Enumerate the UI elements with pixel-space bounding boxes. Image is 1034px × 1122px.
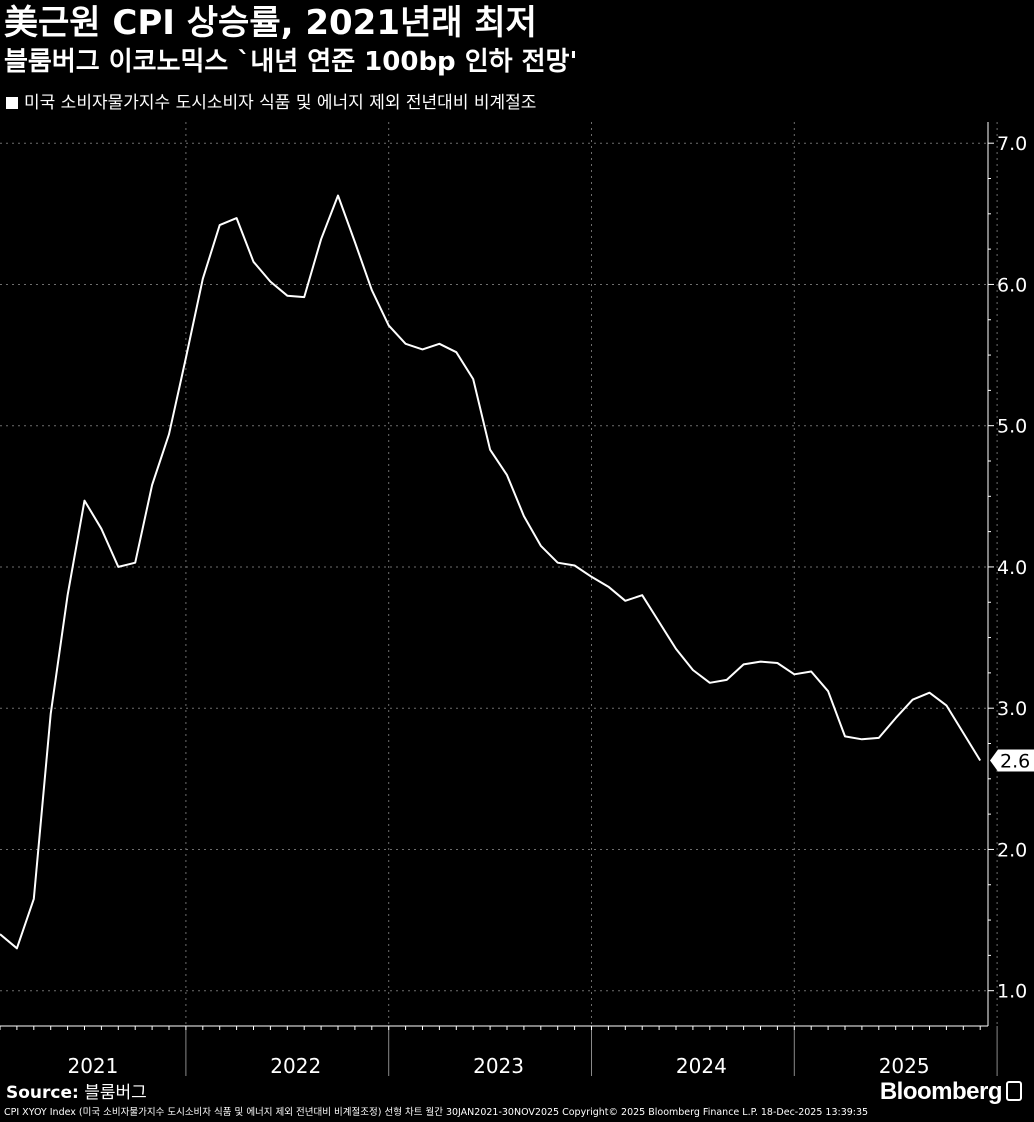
x-axis: 2021 2022 2023 2024 2025: [0, 1025, 998, 1078]
bloomberg-chart-icon: [1006, 1081, 1022, 1101]
y-tick-label: 7.0: [997, 133, 1027, 155]
x-tick-label: 2022: [270, 1054, 321, 1078]
legend-label: 미국 소비자물가지수 도시소비자 식품 및 에너지 제외 전년대비 비계절조: [24, 93, 537, 113]
x-tick-label: 2023: [473, 1054, 524, 1078]
bloomberg-logo: Bloomberg: [879, 1078, 1003, 1105]
last-value-marker: 2.6: [990, 749, 1034, 772]
source-note: Source: 블룸버그: [6, 1080, 147, 1106]
line-chart: 1.02.03.04.05.06.07.0 2021 2022 2023 2024 20…: [0, 122, 1034, 1078]
x-tick-label: 2021: [67, 1054, 118, 1078]
grid: [0, 122, 998, 1026]
last-value-badge: [990, 749, 1034, 772]
footer-metadata: CPI XYOY Index (미국 소비자물가지수 도시소비자 식품 및 에너…: [4, 1107, 869, 1118]
legend-swatch-icon: [6, 97, 18, 109]
y-axis: 1.0 2.0 3.0 4.0 5.0 6.0 7.0: [987, 122, 1027, 1026]
y-tick-label: 4.0: [997, 557, 1027, 579]
y-tick-label: 1.0: [997, 981, 1027, 1003]
series: [0, 194, 982, 950]
y-tick-label: 2.0: [997, 839, 1027, 861]
legend: 미국 소비자물가지수 도시소비자 식품 및 에너지 제외 전년대비 비계절조: [6, 90, 536, 116]
series-line: [0, 194, 982, 950]
x-tick-label: 2024: [676, 1054, 727, 1078]
y-tick-label: 3.0: [997, 698, 1027, 720]
y-tick-label: 6.0: [997, 274, 1027, 296]
last-value-label: 2.6: [1000, 750, 1030, 772]
source-label: Source:: [6, 1083, 79, 1103]
chart-title: 美근원 CPI 상승률, 2021년래 최저: [4, 3, 537, 43]
x-tick-label: 2025: [879, 1054, 930, 1078]
chart-subtitle: 블룸버그 이코노믹스 `내년 연준 100bp 인하 전망': [4, 47, 578, 77]
source-value: 블룸버그: [84, 1083, 147, 1103]
y-tick-label: 5.0: [997, 416, 1027, 438]
